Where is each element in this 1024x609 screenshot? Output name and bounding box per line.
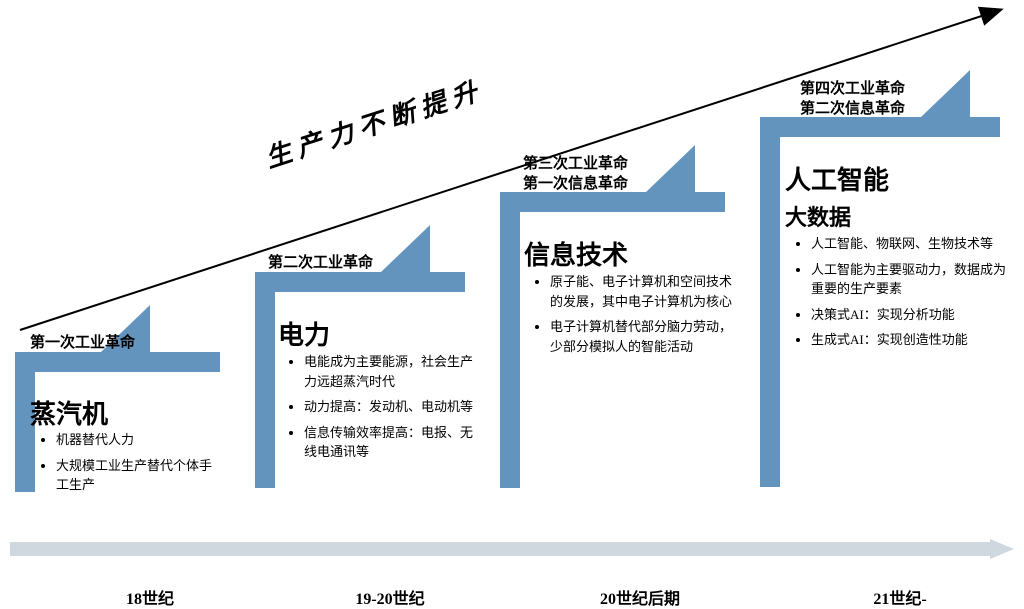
step-triangle-2 <box>380 225 430 273</box>
step-bullet: 大规模工业生产替代个体手工生产 <box>56 456 223 495</box>
step-era-label-2: 第二次工业革命 <box>268 251 373 272</box>
step-bullet: 生成式AI：实现创造性功能 <box>811 330 1008 350</box>
step-era-label2-3: 第一次信息革命 <box>523 172 628 193</box>
step-era-label-4: 第四次工业革命 <box>800 77 905 98</box>
step-bullet: 机器替代人力 <box>56 430 223 450</box>
step-title-1: 蒸汽机 <box>30 394 108 431</box>
timeline-label-4: 21世纪- <box>800 585 1000 609</box>
step-title-3: 信息技术 <box>524 235 628 272</box>
timeline-label-3: 20世纪后期 <box>540 585 740 609</box>
step-triangle-4 <box>920 70 970 118</box>
step-body-4: 人工智能、物联网、生物技术等人工智能为主要驱动力，数据成为重要的生产要素决策式A… <box>793 234 1008 356</box>
productivity-label: 生 产 力 不 断 提 升 <box>260 72 482 175</box>
step-bullet: 动力提高：发动机、电动机等 <box>304 397 481 417</box>
step-bullet: 人工智能、物联网、生物技术等 <box>811 234 1008 254</box>
step-body-3: 原子能、电子计算机和空间技术的发展，其中电子计算机为核心电子计算机替代部分脑力劳… <box>532 272 732 362</box>
step-title-2: 电力 <box>278 315 330 352</box>
step-bullet: 电能成为主要能源，社会生产力远超蒸汽时代 <box>304 352 481 391</box>
step-body-1: 机器替代人力大规模工业生产替代个体手工生产 <box>38 430 223 501</box>
timeline-label-2: 19-20世纪 <box>290 585 490 609</box>
timeline-label-1: 18世纪 <box>60 585 240 609</box>
step-bullet: 原子能、电子计算机和空间技术的发展，其中电子计算机为核心 <box>550 272 732 311</box>
step-triangle-3 <box>645 145 695 193</box>
timeline-arrow <box>10 539 1014 559</box>
step-body-2: 电能成为主要能源，社会生产力远超蒸汽时代动力提高：发动机、电动机等信息传输效率提… <box>286 352 481 468</box>
step-subtitle-4: 大数据 <box>785 200 851 232</box>
step-title-4: 人工智能 <box>785 160 889 197</box>
step-bullet: 信息传输效率提高：电报、无线电通讯等 <box>304 423 481 462</box>
diagram-stage: 生 产 力 不 断 提 升 第一次工业革命蒸汽机机器替代人力大规模工业生产替代个… <box>0 0 1024 595</box>
step-era-label-1: 第一次工业革命 <box>30 331 135 352</box>
step-bullet: 电子计算机替代部分脑力劳动，少部分模拟人的智能活动 <box>550 317 732 356</box>
step-bullet: 人工智能为主要驱动力，数据成为重要的生产要素 <box>811 260 1008 299</box>
step-era-label2-4: 第二次信息革命 <box>800 97 905 118</box>
step-era-label-3: 第三次工业革命 <box>523 152 628 173</box>
step-bullet: 决策式AI：实现分析功能 <box>811 305 1008 325</box>
